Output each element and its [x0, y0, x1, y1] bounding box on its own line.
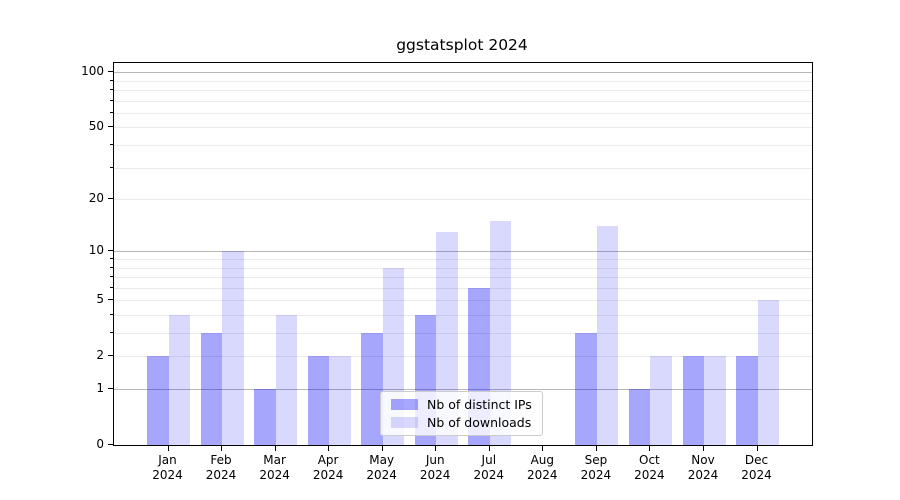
minor-gridline [114, 314, 812, 316]
bar-distinct-ips [147, 356, 169, 445]
bar-distinct-ips [307, 356, 330, 445]
legend-swatch-downloads [391, 417, 418, 428]
x-tick-label: May 2024 [366, 453, 397, 482]
y-minor-tick-mark [110, 143, 113, 145]
minor-gridline [114, 112, 812, 114]
bar-downloads [704, 356, 726, 445]
y-minor-tick-mark [110, 257, 113, 259]
legend-swatch-distinct-ips [391, 399, 418, 410]
bar-distinct-ips [200, 333, 222, 445]
y-minor-tick-mark [110, 266, 113, 268]
x-tick-mark [595, 446, 597, 451]
x-tick-label: Nov 2024 [687, 453, 719, 482]
x-tick-label: Apr 2024 [312, 453, 344, 482]
y-minor-tick-mark [110, 299, 113, 301]
bar-downloads [222, 251, 244, 445]
legend: Nb of distinct IPs Nb of downloads [380, 391, 543, 436]
x-tick-mark [221, 446, 222, 451]
bar-downloads [275, 314, 298, 445]
legend-label-distinct-ips: Nb of distinct IPs [427, 397, 532, 412]
y-minor-tick-mark [110, 111, 113, 113]
major-gridline [114, 251, 812, 253]
bar-distinct-ips [736, 356, 758, 445]
legend-item-distinct-ips: Nb of distinct IPs [391, 398, 532, 411]
minor-gridline [114, 267, 812, 269]
minor-gridline [114, 356, 812, 358]
bar-downloads [329, 356, 351, 445]
plot-area [113, 62, 813, 446]
bar-downloads [757, 300, 779, 445]
y-tick-label: 1 [96, 381, 104, 395]
y-tick-label: 50 [88, 119, 104, 134]
bar-distinct-ips [254, 389, 276, 445]
minor-gridline [114, 100, 812, 102]
x-tick-label: Dec 2024 [741, 453, 772, 482]
minor-gridline [114, 287, 812, 289]
minor-gridline [114, 258, 812, 260]
y-minor-tick-mark [110, 88, 113, 90]
y-tick-label: 5 [96, 292, 104, 307]
y-tick-label: 0 [96, 437, 104, 451]
bar-downloads [596, 226, 619, 445]
x-tick-label: Feb 2024 [205, 453, 237, 482]
y-tick-mark [108, 250, 113, 252]
y-tick-label: 2 [96, 348, 104, 363]
x-tick-mark [649, 446, 651, 451]
bar-downloads [489, 221, 512, 445]
x-tick-label: Aug 2024 [527, 453, 558, 482]
x-tick-mark [703, 446, 704, 451]
minor-gridline [114, 300, 812, 302]
minor-gridline [114, 80, 812, 82]
x-tick-label: Jul 2024 [473, 453, 505, 482]
y-tick-label: 20 [88, 191, 104, 205]
y-minor-tick-mark [110, 286, 113, 288]
x-tick-mark [167, 446, 169, 451]
bar-downloads [168, 314, 190, 445]
x-tick-mark [274, 446, 276, 451]
minor-gridline [114, 144, 812, 146]
x-tick-mark [756, 446, 758, 451]
y-minor-tick-mark [110, 276, 113, 277]
legend-label-downloads: Nb of downloads [427, 415, 532, 430]
minor-gridline [114, 127, 812, 129]
x-tick-mark [328, 446, 330, 451]
minor-gridline [114, 89, 812, 91]
chart-title: ggstatsplot 2024 [396, 36, 528, 54]
minor-gridline [114, 333, 812, 334]
y-minor-tick-mark [110, 332, 113, 333]
x-tick-label: Jun 2024 [419, 453, 451, 482]
y-tick-mark [108, 444, 113, 445]
y-tick-label: 10 [88, 243, 104, 258]
bar-downloads [650, 356, 672, 445]
minor-gridline [114, 199, 812, 200]
y-minor-tick-mark [110, 355, 113, 357]
minor-gridline [114, 277, 812, 278]
y-minor-tick-mark [110, 198, 113, 199]
x-tick-mark [542, 446, 544, 451]
x-tick-mark [488, 446, 490, 451]
y-minor-tick-mark [110, 126, 113, 128]
x-tick-label: Jan 2024 [152, 453, 183, 482]
bar-distinct-ips [575, 333, 597, 445]
y-tick-label: 100 [81, 64, 104, 79]
y-tick-mark [108, 388, 113, 389]
y-tick-mark [108, 71, 113, 73]
x-tick-label: Sep 2024 [580, 453, 612, 482]
legend-item-downloads: Nb of downloads [391, 416, 532, 429]
y-minor-tick-mark [110, 166, 113, 168]
bar-distinct-ips [682, 356, 704, 445]
y-minor-tick-mark [110, 79, 113, 81]
bar-distinct-ips [628, 389, 651, 445]
x-tick-mark [381, 446, 383, 451]
major-gridline [114, 72, 812, 74]
bar-distinct-ips [361, 333, 383, 445]
y-minor-tick-mark [110, 99, 113, 101]
x-tick-label: Mar 2024 [259, 453, 290, 482]
major-gridline [114, 389, 812, 390]
minor-gridline [114, 167, 812, 169]
x-tick-label: Oct 2024 [634, 453, 665, 482]
x-tick-mark [435, 446, 437, 451]
y-minor-tick-mark [110, 313, 113, 315]
